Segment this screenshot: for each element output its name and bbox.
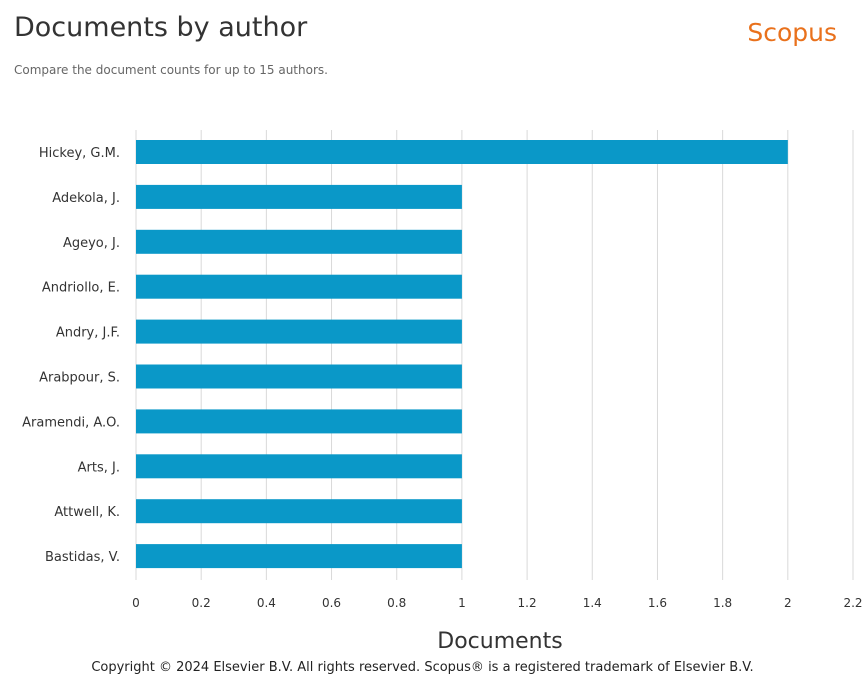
x-tick-label: 1.8	[713, 596, 732, 610]
x-tick-label: 0.6	[322, 596, 341, 610]
author-label: Adekola, J.	[52, 191, 120, 206]
chart-subtitle: Compare the document counts for up to 15…	[14, 63, 328, 77]
x-tick-label: 1	[458, 596, 466, 610]
x-tick-label: 1.2	[518, 596, 537, 610]
x-tick-label: 0	[132, 596, 140, 610]
x-tick-label: 1.6	[648, 596, 667, 610]
x-tick-label: 0.8	[387, 596, 406, 610]
author-labels: Hickey, G.M. Adekola, J. Ageyo, J. Andrioll…	[22, 146, 120, 565]
x-tick-label: 0.4	[257, 596, 276, 610]
bar[interactable]	[136, 454, 462, 479]
bar[interactable]	[136, 499, 462, 524]
x-tick-label: 0.2	[192, 596, 211, 610]
author-label: Ageyo, J.	[63, 236, 120, 251]
bar[interactable]	[136, 409, 462, 434]
bar[interactable]	[136, 319, 462, 344]
x-tick-label: 2	[784, 596, 792, 610]
bar[interactable]	[136, 140, 788, 164]
x-tick-labels: 0 0.2 0.4 0.6 0.8 1 1.2 1.4 1.6 1.8 2 2.2	[132, 596, 862, 610]
author-label: Aramendi, A.O.	[22, 415, 120, 430]
x-tick-label: 2.2	[843, 596, 862, 610]
copyright-notice: Copyright © 2024 Elsevier B.V. All right…	[91, 660, 754, 675]
documents-by-author-chart: Hickey, G.M. Adekola, J. Ageyo, J. Andrioll…	[22, 130, 863, 654]
author-label: Attwell, K.	[54, 505, 120, 520]
author-label: Arts, J.	[78, 460, 120, 475]
x-axis-title: Documents	[437, 629, 562, 654]
bar[interactable]	[136, 544, 462, 569]
author-label: Bastidas, V.	[45, 550, 120, 565]
bar[interactable]	[136, 229, 462, 254]
x-tick-label: 1.4	[583, 596, 602, 610]
author-label: Hickey, G.M.	[39, 146, 120, 161]
chart-title: Documents by author	[14, 12, 308, 43]
author-label: Arabpour, S.	[39, 371, 120, 386]
scopus-logo: Scopus	[747, 18, 837, 47]
bar[interactable]	[136, 184, 462, 209]
author-label: Andry, J.F.	[56, 326, 120, 341]
bar[interactable]	[136, 274, 462, 299]
bar[interactable]	[136, 364, 462, 389]
bars	[136, 140, 788, 569]
author-label: Andriollo, E.	[42, 281, 120, 296]
